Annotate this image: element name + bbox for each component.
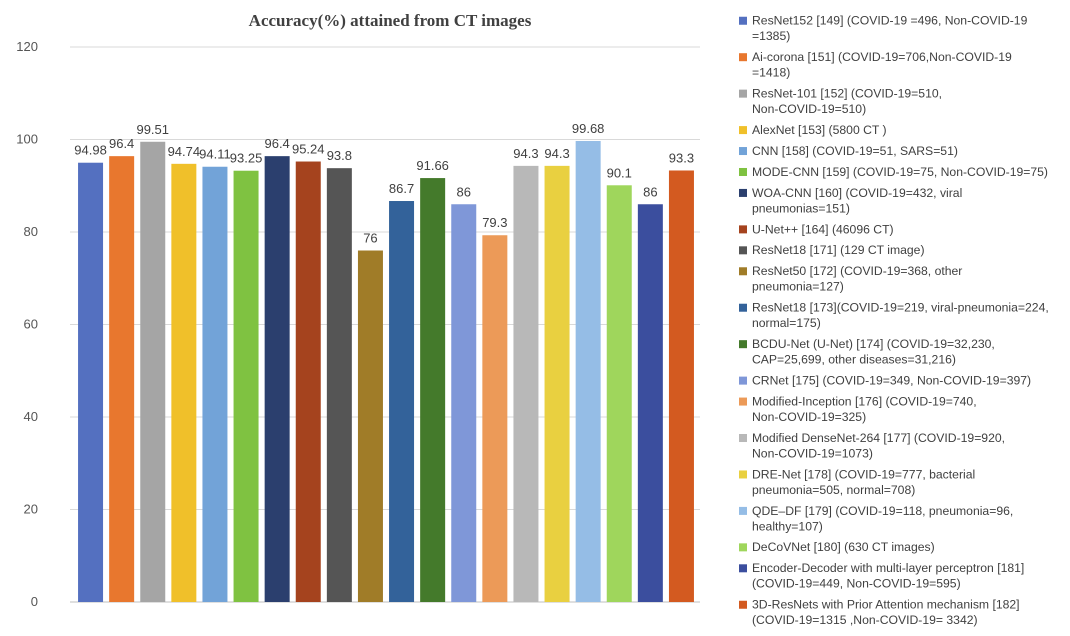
y-tick-label: 0 (31, 594, 38, 609)
legend-swatch (739, 188, 747, 197)
legend-swatch (739, 16, 747, 25)
legend-swatch (739, 600, 747, 609)
bar (357, 250, 383, 602)
legend-entry: WOA-CNN [160] (COVID-19=432, viral pneumo… (752, 186, 962, 216)
bar (482, 235, 508, 603)
legend-swatch (739, 543, 747, 552)
y-axis-ticks: 0 20 40 60 80 100 120 (16, 39, 38, 609)
bar-value-label: 96.4 (264, 136, 289, 151)
legend-swatch (739, 167, 747, 176)
legend-entry: ResNet152 [149] (COVID-19 =496, Non-COVI… (752, 14, 1028, 44)
bar (264, 156, 290, 602)
legend-swatch (739, 246, 747, 255)
legend-entry: BCDU-Net (U-Net) [174] (COVID-19=32,230,… (752, 337, 995, 367)
legend-swatch (739, 397, 747, 406)
bar-value-label: 86 (457, 184, 471, 199)
legend-entry: QDE–DF [179] (COVID-19=118, pneumonia=96… (752, 504, 1013, 534)
legend-entry: CNN [158] (COVID-19=51, SARS=51) (752, 144, 958, 158)
bar-value-label: 94.98 (74, 143, 107, 158)
bar (637, 204, 663, 602)
legend-entry: MODE-CNN [159] (COVID-19=75, Non-COVID-1… (752, 165, 1048, 179)
bar (233, 170, 259, 602)
bar-value-label: 93.3 (669, 150, 694, 165)
legend-swatch (739, 89, 747, 98)
legend-entry: 3D-ResNets with Prior Attention mechanis… (752, 598, 1020, 628)
legend-swatch (739, 506, 747, 515)
legend-entry: DRE-Net [178] (COVID-19=777, bacterial pn… (752, 467, 975, 497)
bar-value-label: 99.68 (572, 121, 605, 136)
legend-entry: CRNet [175] (COVID-19=349, Non-COVID-19=… (752, 373, 1031, 387)
legend-swatch (739, 303, 747, 312)
y-tick-label: 120 (16, 39, 38, 54)
bar-value-label: 94.11 (199, 147, 231, 162)
bar-value-label: 79.3 (482, 215, 507, 230)
legend-swatch (739, 126, 747, 135)
legend-swatch (739, 225, 747, 234)
legend: ResNet152 [149] (COVID-19 =496, Non-COVI… (739, 14, 1049, 628)
bar (513, 165, 539, 603)
bar (326, 168, 352, 603)
bar-value-label: 86.7 (389, 181, 414, 196)
legend-entry: AlexNet [153] (5800 CT ) (752, 123, 887, 137)
bar-value-label: 91.66 (416, 158, 449, 173)
bar-value-label: 76 (363, 231, 377, 246)
legend-swatch (739, 53, 747, 62)
bar-value-label: 95.24 (292, 142, 325, 157)
legend-entry: Modified DenseNet-264 [177] (COVID-19=92… (752, 431, 1005, 461)
legend-entry: ResNet18 [171] (129 CT image) (752, 243, 925, 257)
legend-swatch (739, 147, 747, 156)
bars (78, 140, 694, 603)
bar (78, 162, 104, 602)
legend-entry: U-Net++ [164] (46096 CT) (752, 222, 894, 236)
bar (295, 161, 321, 602)
legend-swatch (739, 564, 747, 573)
bar (389, 201, 415, 602)
bar (668, 170, 694, 603)
bar (451, 204, 477, 602)
bar-value-label: 86 (643, 184, 657, 199)
bar (202, 166, 228, 602)
bar-value-label: 93.25 (230, 151, 263, 166)
legend-entry: ResNet18 [173](COVID-19=219, viral-pneum… (752, 301, 1049, 331)
legend-entry: DeCoVNet [180] (630 CT images) (752, 540, 935, 554)
bar (575, 140, 601, 603)
legend-entry: ResNet-101 [152] (COVID-19=510, Non-COVID… (752, 87, 942, 117)
legend-swatch (739, 434, 747, 443)
y-tick-label: 80 (24, 224, 38, 239)
bar (109, 156, 135, 602)
y-tick-label: 60 (24, 317, 38, 332)
bar-value-label: 94.74 (168, 144, 201, 159)
chart-title: Accuracy(%) attained from CT images (249, 11, 532, 30)
bar-value-label: 94.3 (544, 146, 569, 161)
bar-value-label: 99.51 (136, 122, 169, 137)
y-tick-label: 20 (24, 502, 38, 517)
legend-swatch (739, 470, 747, 479)
y-tick-label: 40 (24, 409, 38, 424)
bar (140, 141, 166, 603)
legend-entry: Modified-Inception [176] (COVID-19=740, N… (752, 394, 977, 424)
bar (544, 165, 570, 603)
bar-value-label: 96.4 (109, 136, 134, 151)
legend-entry: Ai-corona [151] (COVID-19=706,Non-COVID-… (752, 50, 1012, 80)
bar (171, 163, 197, 602)
bar-value-label: 94.3 (513, 146, 538, 161)
legend-entry: ResNet50 [172] (COVID-19=368, other pneum… (752, 264, 962, 294)
bar-value-label: 93.8 (327, 148, 352, 163)
bar (606, 185, 632, 602)
y-tick-label: 100 (16, 132, 38, 147)
bar-value-label: 90.1 (607, 165, 632, 180)
bar (420, 178, 446, 602)
legend-swatch (739, 376, 747, 385)
legend-swatch (739, 267, 747, 276)
legend-entry: Encoder-Decoder with multi-layer percept… (752, 561, 1024, 591)
legend-swatch (739, 340, 747, 349)
